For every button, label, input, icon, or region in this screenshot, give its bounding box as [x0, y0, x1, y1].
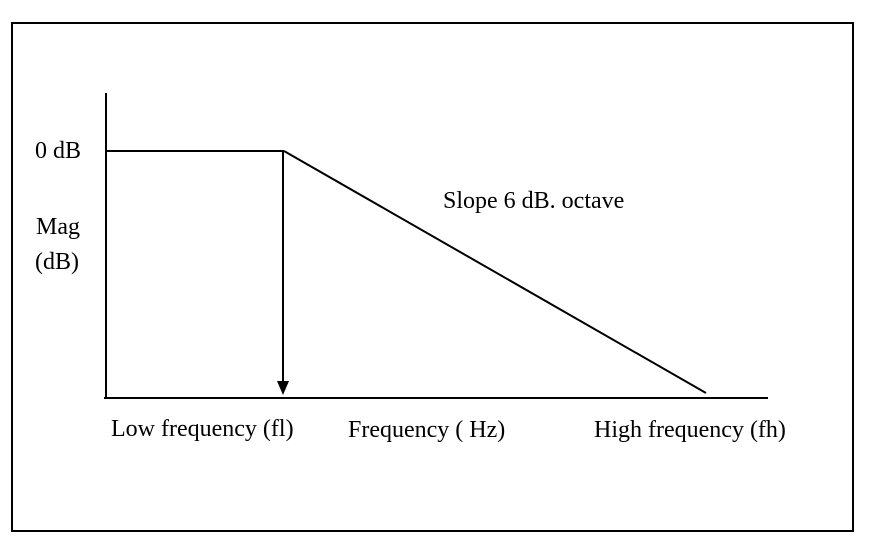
- diagram-frame: [11, 22, 854, 532]
- x-label-high-frequency: High frequency (fh): [594, 417, 786, 443]
- cutoff-arrowhead: [277, 381, 289, 395]
- rolloff-slope-line: [283, 150, 707, 394]
- y-label-unit: (dB): [35, 249, 79, 275]
- y-label-mag: Mag: [36, 214, 80, 240]
- y-label-0db: 0 dB: [35, 138, 82, 164]
- x-label-low-frequency: Low frequency (fl): [111, 416, 294, 442]
- slope-label: Slope 6 dB. octave: [443, 188, 625, 214]
- x-axis-label: Frequency ( Hz): [348, 417, 506, 443]
